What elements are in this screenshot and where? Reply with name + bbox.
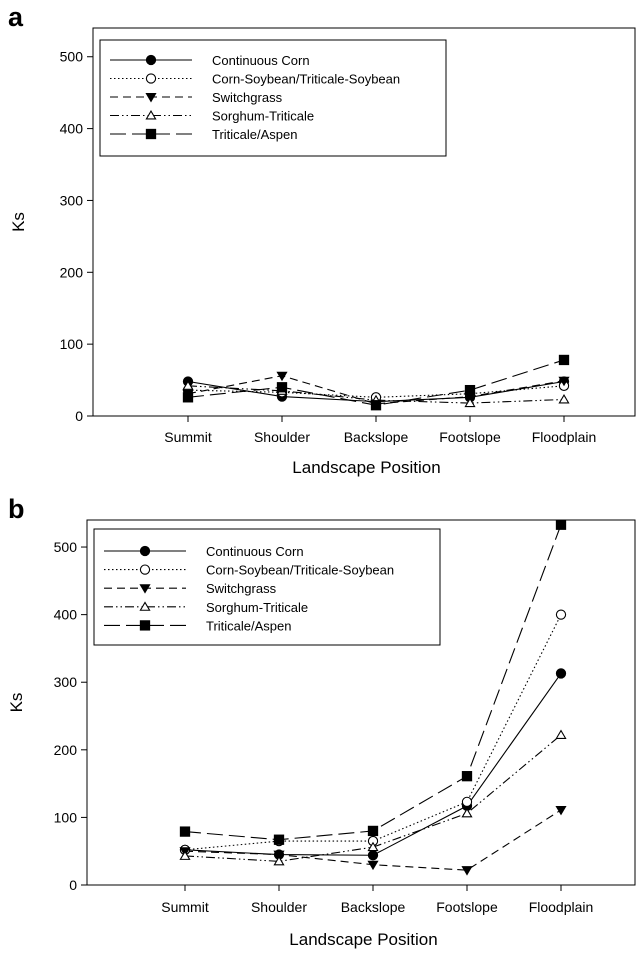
series-line-1 [184, 614, 562, 851]
data-point-1-4 [555, 609, 567, 620]
x-tick-label: Shoulder [251, 899, 307, 915]
data-point-4-4 [558, 354, 570, 366]
data-point-3-4 [555, 729, 567, 739]
data-point-3-4 [558, 394, 570, 404]
legend-entry: Triticale/Aspen [206, 618, 292, 633]
data-point-2-3 [461, 866, 473, 876]
legend-box [99, 39, 447, 157]
legend-marker [145, 93, 157, 103]
x-axis-title: Landscape Position [289, 930, 437, 949]
x-tick-label: Shoulder [254, 429, 310, 445]
legend-entry: Switchgrass [206, 581, 277, 596]
panel-label: a [8, 2, 24, 32]
legend-marker [145, 128, 157, 140]
data-point-1-3 [461, 796, 473, 808]
legend-entry: Continuous Corn [212, 53, 310, 68]
y-tick-label: 300 [60, 192, 84, 208]
data-point-2-2 [367, 860, 379, 871]
data-point-3-1 [273, 855, 285, 866]
y-axis-title: Ks [9, 212, 28, 232]
data-point-2-4 [555, 805, 567, 816]
y-tick-label: 0 [69, 877, 77, 893]
legend-marker [139, 620, 151, 631]
data-point-4-2 [370, 400, 382, 411]
data-point-2-1 [273, 850, 285, 861]
legend: Continuous Corn Corn-Soybean/Triticale-So… [93, 528, 441, 646]
x-tick-label: Summit [164, 429, 212, 445]
data-point-4-1 [276, 382, 288, 393]
legend-marker [139, 601, 151, 611]
x-tick-label: Backslope [341, 899, 406, 915]
data-point-2-4 [558, 376, 570, 387]
legend-entry: Continuous Corn [206, 544, 304, 559]
x-tick-label: Footslope [439, 429, 501, 445]
legend-entry: Corn-Soybean/Triticale-Soybean [206, 563, 394, 578]
plot-frame [92, 27, 636, 417]
legend: Continuous Corn Corn-Soybean/Triticale-So… [99, 39, 447, 157]
panel-label: b [8, 494, 25, 524]
chart-panel-b: b 0 100 200 300 400 500 Summit Shoulder Backslope… [7, 494, 636, 949]
data-point-3-2 [367, 841, 379, 852]
series-line-2 [187, 375, 565, 405]
data-point-4-3 [464, 384, 476, 396]
legend-marker [145, 73, 157, 84]
legend-marker [145, 54, 157, 66]
data-point-4-0 [182, 392, 194, 403]
y-axis-title: Ks [7, 693, 26, 713]
legend-entry: Sorghum-Triticale [212, 109, 314, 124]
data-point-3-0 [182, 380, 194, 390]
legend-marker [145, 110, 157, 120]
x-tick-label: Summit [161, 899, 209, 915]
data-point-2-1 [276, 371, 288, 382]
data-point-4-1 [273, 834, 285, 845]
legend-entry: Switchgrass [212, 90, 283, 105]
data-point-4-0 [179, 826, 191, 837]
data-point-4-2 [367, 825, 379, 837]
x-axis-title: Landscape Position [292, 458, 440, 477]
legend-marker [139, 564, 151, 575]
data-point-4-3 [461, 771, 473, 782]
y-tick-label: 200 [60, 264, 84, 280]
y-tick-label: 100 [60, 336, 84, 352]
y-tick-label: 400 [60, 121, 84, 137]
plot-frame [86, 519, 636, 886]
data-point-3-3 [464, 397, 476, 408]
x-tick-label: Floodplain [529, 899, 594, 915]
legend-entry: Sorghum-Triticale [206, 600, 308, 615]
legend-marker [139, 584, 151, 594]
legend-entry: Triticale/Aspen [212, 127, 298, 142]
y-tick-label: 200 [54, 742, 78, 758]
y-tick-label: 0 [75, 408, 83, 424]
chart-panel-a: a 0 100 200 300 400 500 Summit Shoulder Backslope… [8, 2, 636, 477]
data-point-0-4 [555, 668, 567, 679]
y-tick-label: 500 [60, 49, 84, 65]
y-tick-label: 100 [54, 809, 78, 825]
data-point-0-2 [367, 850, 379, 861]
x-tick-label: Footslope [436, 899, 498, 915]
y-tick-label: 500 [54, 539, 78, 555]
y-tick-label: 300 [54, 674, 78, 690]
legend-marker [139, 545, 151, 557]
x-tick-label: Floodplain [532, 429, 597, 445]
x-tick-label: Backslope [344, 429, 409, 445]
legend-entry: Corn-Soybean/Triticale-Soybean [212, 72, 400, 87]
y-tick-label: 400 [54, 607, 78, 623]
data-point-3-0 [179, 850, 191, 860]
data-point-3-3 [461, 807, 473, 818]
data-point-4-4 [555, 519, 567, 530]
